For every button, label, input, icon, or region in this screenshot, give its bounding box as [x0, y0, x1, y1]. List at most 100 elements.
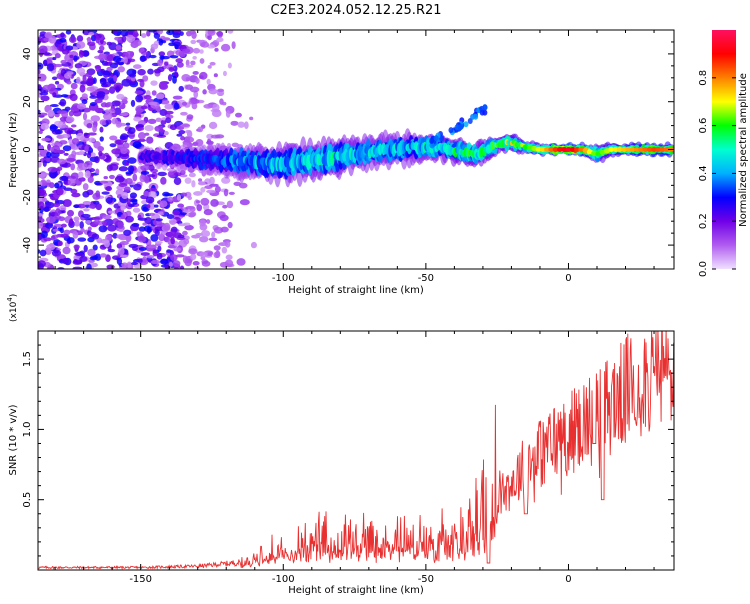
noise-speckle [144, 132, 150, 136]
x-tick-label: -100 [272, 574, 295, 585]
noise-speckle [68, 218, 74, 226]
noise-speckle [49, 104, 59, 108]
noise-speckle [118, 228, 124, 233]
noise-speckle [38, 112, 48, 116]
ridge-core [612, 147, 619, 152]
noise-speckle [43, 206, 50, 213]
noise-speckle [132, 141, 142, 149]
noise-speckle [221, 177, 231, 184]
noise-speckle [47, 166, 58, 173]
noise-speckle [183, 238, 190, 245]
noise-speckle [60, 223, 67, 228]
noise-speckle [61, 94, 69, 98]
noise-speckle [84, 170, 91, 179]
noise-speckle [106, 41, 113, 46]
noise-speckle [199, 58, 205, 64]
noise-speckle [80, 213, 91, 218]
ridge-core [659, 147, 666, 152]
noise-speckle [125, 210, 132, 217]
noise-speckle [64, 54, 71, 62]
noise-speckle [102, 214, 112, 220]
noise-speckle [94, 219, 100, 225]
noise-speckle [51, 76, 58, 81]
noise-speckle [41, 197, 47, 203]
noise-speckle [134, 90, 144, 95]
noise-speckle [38, 201, 45, 210]
noise-speckle [62, 257, 70, 265]
noise-speckle [89, 95, 98, 99]
noise-speckle [146, 255, 155, 259]
noise-speckle [38, 188, 47, 196]
noise-speckle [172, 75, 177, 84]
figure-title: C2E3.2024.052.12.25.R21 [270, 3, 441, 18]
noise-speckle [126, 261, 132, 268]
noise-speckle [157, 211, 164, 215]
noise-speckle [72, 266, 83, 269]
noise-speckle [146, 174, 156, 178]
noise-speckle [210, 199, 219, 207]
noise-speckle [185, 129, 192, 134]
noise-speckle [52, 228, 59, 232]
noise-speckle [138, 226, 146, 232]
noise-speckle [184, 136, 195, 143]
noise-speckle [106, 264, 115, 269]
noise-speckle [74, 220, 80, 227]
noise-speckle [45, 222, 54, 229]
noise-speckle [62, 145, 72, 152]
noise-speckle [173, 102, 180, 110]
noise-speckle [77, 171, 84, 178]
noise-speckle [133, 116, 142, 122]
noise-speckle [52, 92, 57, 98]
noise-speckle [137, 235, 147, 243]
y-multiplier-label: (x104) [6, 294, 19, 322]
top-x-axis-label: Height of straight line (km) [288, 285, 424, 296]
noise-speckle [198, 178, 203, 182]
noise-speckle [60, 32, 65, 38]
noise-speckle [95, 168, 100, 175]
noise-speckle [216, 37, 224, 43]
noise-speckle [180, 111, 188, 116]
noise-speckle [115, 86, 120, 93]
noise-speckle [82, 74, 87, 83]
noise-speckle [63, 152, 69, 156]
noise-speckle [111, 100, 121, 107]
noise-speckle [191, 180, 196, 188]
noise-speckle [227, 62, 232, 69]
x-tick-label: -100 [272, 273, 295, 284]
noise-speckle [228, 191, 235, 196]
noise-speckle [120, 133, 129, 140]
noise-speckle [178, 130, 186, 135]
noise-speckle [231, 142, 239, 148]
noise-speckle [86, 151, 92, 159]
ridge-core [535, 146, 542, 152]
noise-speckle [189, 211, 197, 217]
noise-speckle [140, 252, 150, 257]
noise-speckle [54, 129, 63, 135]
noise-speckle [182, 230, 188, 236]
noise-speckle [92, 244, 98, 251]
top-y-axis-label: Frequency (Hz) [8, 112, 19, 188]
noise-speckle [116, 93, 125, 100]
noise-speckle [217, 88, 225, 93]
noise-speckle [127, 127, 136, 135]
noise-speckle [38, 36, 42, 42]
noise-speckle [125, 50, 134, 59]
spectrogram-panel: -150 -100 -50 0 -40 -20 0 20 40 Height of strai… [8, 29, 675, 296]
noise-speckle [195, 77, 200, 84]
y-tick-label: 1.0 [22, 421, 33, 437]
noise-speckle [116, 243, 123, 249]
noise-speckle [151, 110, 158, 114]
noise-speckle [38, 45, 48, 54]
colorbar-tick-label: 0.0 [698, 261, 709, 277]
branch-blob [433, 135, 439, 142]
noise-speckle [188, 172, 196, 178]
noise-speckle [76, 35, 84, 42]
noise-speckle [39, 92, 49, 96]
noise-speckle [118, 166, 129, 172]
noise-speckle [78, 51, 84, 58]
noise-speckle [224, 259, 234, 268]
noise-speckle [150, 259, 161, 265]
noise-speckle [121, 34, 127, 43]
noise-speckle [66, 157, 77, 162]
noise-speckle [167, 231, 177, 239]
